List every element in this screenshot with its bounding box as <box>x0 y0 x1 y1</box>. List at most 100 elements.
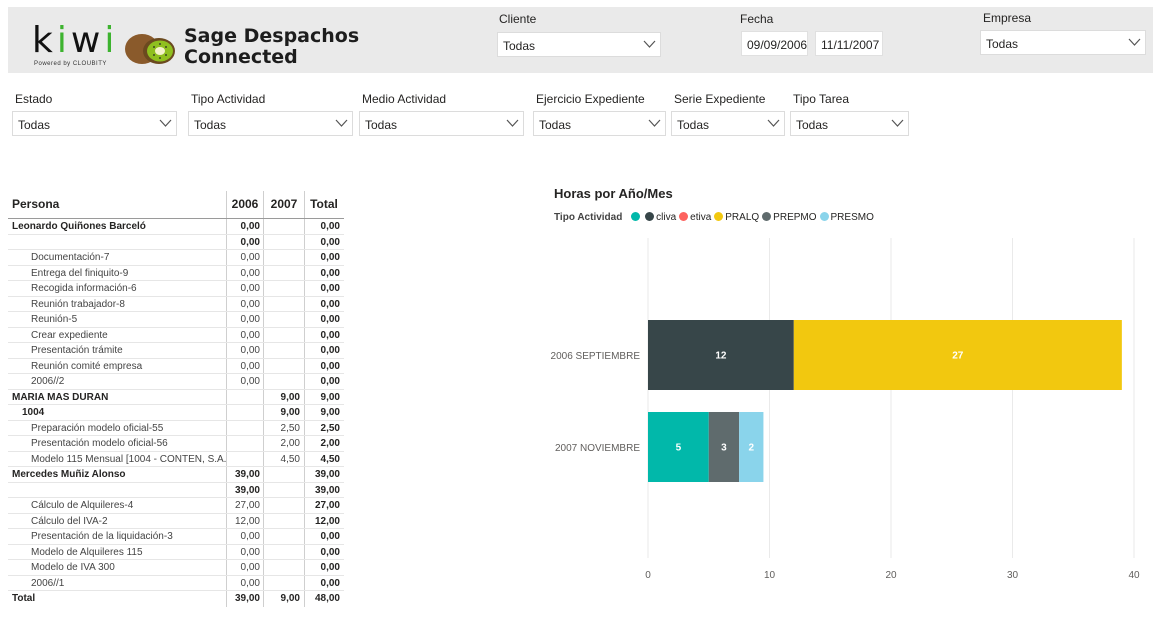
bar-segment[interactable] <box>648 412 709 482</box>
cell-2006: 0,00 <box>226 265 263 280</box>
table-row[interactable]: Presentación de la liquidación-3 0,00 0,00 <box>8 529 344 545</box>
empresa-dropdown[interactable]: Todas <box>980 30 1146 55</box>
cell-2006: 0,00 <box>226 296 263 311</box>
cell-2007 <box>263 327 304 342</box>
table-row[interactable]: Leonardo Quiñones Barceló 0,00 0,00 <box>8 219 344 235</box>
cell-2006: 0,00 <box>226 529 263 544</box>
bar-segment[interactable] <box>648 320 794 390</box>
data-label: 2 <box>748 443 754 454</box>
table-row[interactable]: Entrega del finiquito-9 0,00 0,00 <box>8 265 344 281</box>
cell-2007 <box>263 529 304 544</box>
x-tick-label: 0 <box>645 570 651 581</box>
table-row[interactable]: Cálculo de Alquileres-4 27,00 27,00 <box>8 498 344 514</box>
cell-total: 0,00 <box>304 234 343 249</box>
legend-item[interactable]: PREPMO <box>762 212 817 223</box>
row-label: Presentación modelo oficial-56 <box>31 438 168 449</box>
table-row[interactable]: Preparación modelo oficial-55 2,50 2,50 <box>8 420 344 436</box>
serie-expediente-dropdown[interactable]: Todas <box>671 111 785 136</box>
cell-2007 <box>263 560 304 575</box>
y-category-label: 2006 SEPTIEMBRE <box>551 351 641 362</box>
cell-2006: 0,00 <box>226 358 263 373</box>
legend-item[interactable]: PRESMO <box>819 212 874 223</box>
cell-2007 <box>263 358 304 373</box>
legend-dot-icon <box>631 212 641 221</box>
table-row[interactable]: MARIA MAS DURAN 9,00 9,00 <box>8 389 344 405</box>
cell-2006: 39,00 <box>226 591 263 607</box>
chevron-down-icon <box>643 40 656 48</box>
cell-2007: 9,00 <box>263 389 304 404</box>
table-row[interactable]: Mercedes Muñiz Alonso 39,00 39,00 <box>8 467 344 483</box>
cell-2007: 2,00 <box>263 436 304 451</box>
fecha-from-input[interactable]: 09/09/2006 <box>741 31 808 56</box>
cliente-value: Todas <box>503 39 536 53</box>
table-row[interactable]: Reunión-5 0,00 0,00 <box>8 312 344 328</box>
table-row[interactable]: 2006//2 0,00 0,00 <box>8 374 344 390</box>
table-row[interactable]: Crear expediente 0,00 0,00 <box>8 327 344 343</box>
estado-dropdown[interactable]: Todas <box>12 111 177 136</box>
table-row[interactable]: Modelo de IVA 300 0,00 0,00 <box>8 560 344 576</box>
legend-item[interactable]: PRALQ <box>714 212 759 223</box>
cell-total: 39,00 <box>304 482 343 497</box>
cell-total: 0,00 <box>304 358 343 373</box>
cell-2007: 2,50 <box>263 420 304 435</box>
cell-2006: 0,00 <box>226 560 263 575</box>
table-row[interactable]: Modelo de Alquileres 115 0,00 0,00 <box>8 544 344 560</box>
cliente-dropdown[interactable]: Todas <box>497 32 661 57</box>
y-category-label: 2007 NOVIEMBRE <box>555 443 640 454</box>
tipo-tarea-dropdown[interactable]: Todas <box>790 111 909 136</box>
total-row[interactable]: Total 39,00 9,00 48,00 <box>8 591 344 607</box>
cell-total: 27,00 <box>304 498 343 513</box>
medio-actividad-dropdown[interactable]: Todas <box>359 111 524 136</box>
chart-legend: Tipo Actividad cliva etiva PRALQ PREPMO PRES… <box>554 212 877 223</box>
table-row[interactable]: Cálculo del IVA-2 12,00 12,00 <box>8 513 344 529</box>
bar-segment[interactable] <box>793 320 1122 390</box>
row-label: Cálculo de Alquileres-4 <box>31 500 134 511</box>
chart-title: Horas por Año/Mes <box>554 186 673 201</box>
estado-value: Todas <box>18 118 51 132</box>
legend-item[interactable] <box>631 212 642 223</box>
table-row[interactable]: Presentación trámite 0,00 0,00 <box>8 343 344 359</box>
legend-item[interactable]: etiva <box>679 212 711 223</box>
cell-total: 0,00 <box>304 281 343 296</box>
header-2006[interactable]: 2006 <box>226 191 263 218</box>
row-label: Reunión-5 <box>31 314 78 325</box>
legend-dot-icon <box>762 212 772 221</box>
table-row[interactable]: 2006//1 0,00 0,00 <box>8 575 344 591</box>
table-row[interactable]: Reunión trabajador-8 0,00 0,00 <box>8 296 344 312</box>
chevron-down-icon <box>648 119 661 127</box>
table-row[interactable]: 0,00 0,00 <box>8 234 344 250</box>
header-total[interactable]: Total <box>304 191 343 218</box>
table-row[interactable]: Presentación modelo oficial-56 2,00 2,00 <box>8 436 344 452</box>
fecha-label: Fecha <box>740 12 774 26</box>
cell-2006: 0,00 <box>226 327 263 342</box>
bar-segment[interactable] <box>739 412 764 482</box>
legend-dot-icon <box>714 212 724 221</box>
table-row[interactable]: 39,00 39,00 <box>8 482 344 498</box>
cliente-label: Cliente <box>499 12 537 26</box>
legend-dot-icon <box>645 212 655 221</box>
table-row[interactable]: Recogida información-6 0,00 0,00 <box>8 281 344 297</box>
header-band: kiwi Powered by CLOUBITY Sage Despachos … <box>8 7 1153 73</box>
cell-2007 <box>263 482 304 497</box>
cell-2006: 0,00 <box>226 250 263 265</box>
table-row[interactable]: Documentación-7 0,00 0,00 <box>8 250 344 266</box>
bar-segment[interactable] <box>708 412 740 482</box>
table-row[interactable]: Reunión comité empresa 0,00 0,00 <box>8 358 344 374</box>
legend-item[interactable]: cliva <box>645 212 676 223</box>
tipo-tarea-label: Tipo Tarea <box>793 92 850 106</box>
cell-2007 <box>263 281 304 296</box>
table-row[interactable]: Modelo 115 Mensual [1004 - CONTEN, S.A.]… <box>8 451 344 467</box>
table-row[interactable]: 1004 9,00 9,00 <box>8 405 344 421</box>
row-label: Recogida información-6 <box>31 283 137 294</box>
tipo-actividad-dropdown[interactable]: Todas <box>188 111 353 136</box>
fecha-to-input[interactable]: 11/11/2007 <box>815 31 883 56</box>
legend-label: cliva <box>656 212 677 223</box>
x-tick-label: 10 <box>764 570 776 581</box>
cell-2006: 0,00 <box>226 219 263 234</box>
header-persona[interactable]: Persona <box>12 197 60 211</box>
row-label: Modelo de Alquileres 115 <box>31 546 143 558</box>
cell-2006 <box>226 405 263 420</box>
header-2007[interactable]: 2007 <box>263 191 304 218</box>
ejercicio-expediente-dropdown[interactable]: Todas <box>533 111 666 136</box>
